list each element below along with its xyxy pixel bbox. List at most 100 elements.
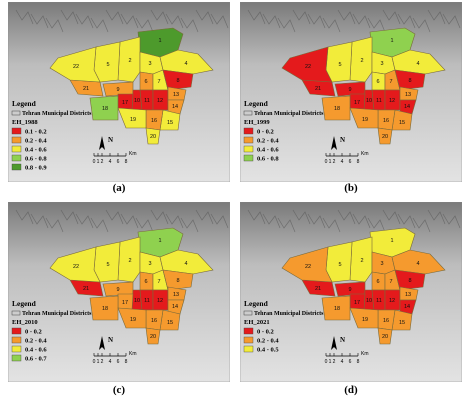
- svg-text:1: 1: [97, 159, 100, 165]
- district-22: [49, 46, 101, 83]
- svg-text:6: 6: [117, 359, 120, 365]
- terrain-ridge: [337, 209, 356, 225]
- terrain-ridge: [307, 213, 326, 229]
- terrain-ridge: [277, 17, 296, 33]
- terrain-ridge: [367, 217, 386, 233]
- scale-bar: 0 1 2 4 6 8Km: [93, 151, 137, 165]
- district-label-4: 4: [416, 261, 419, 267]
- terrain-ridge: [382, 209, 401, 225]
- district-18: [89, 295, 119, 321]
- district-20: [145, 127, 161, 145]
- svg-text:1: 1: [329, 159, 332, 165]
- legend-index-name: EH_1988: [12, 119, 38, 126]
- district-label-17: 17: [122, 100, 128, 106]
- terrain-ridge: [75, 13, 94, 29]
- terrain-ridge: [277, 217, 296, 233]
- svg-text:1: 1: [97, 359, 100, 365]
- terrain-ridge: [105, 9, 124, 25]
- terrain-ridge: [292, 9, 311, 25]
- terrain-ridge: [322, 217, 341, 233]
- legend-swatch: [11, 163, 22, 171]
- district-label-8: 8: [408, 278, 411, 284]
- district-label-11: 11: [144, 98, 150, 104]
- terrain-ridge: [90, 217, 109, 233]
- terrain-ridge: [180, 217, 199, 233]
- svg-text:0: 0: [325, 159, 328, 165]
- caption-d: (d): [344, 384, 358, 396]
- map-panel-a: 1 2 3 4 5 6 7 8 9 10 11 12 13 14 15 16 17 18 19 20 21 22 Legen…: [8, 2, 230, 182]
- legend-swatch: [243, 336, 254, 344]
- terrain-ridge: [397, 213, 416, 229]
- legend: Legend Tehran Municipal Districts EH_2021 0…: [243, 299, 324, 354]
- district-label-9: 9: [116, 287, 119, 293]
- terrain-ridge: [262, 13, 281, 29]
- terrain-ridge: [307, 13, 326, 29]
- district-label-5: 5: [338, 62, 341, 68]
- district-8: [162, 69, 194, 91]
- district-label-8: 8: [408, 78, 411, 84]
- district-label-8: 8: [176, 78, 179, 84]
- district-label-22: 22: [305, 64, 311, 70]
- terrain-ridge: [45, 17, 64, 33]
- district-label-15: 15: [167, 320, 173, 326]
- district-label-19: 19: [362, 317, 368, 323]
- district-label-10: 10: [134, 298, 140, 304]
- district-label-21: 21: [83, 86, 89, 92]
- district-label-1: 1: [390, 238, 393, 244]
- district-label-22: 22: [305, 264, 311, 270]
- terrain-ridge: [15, 9, 34, 25]
- district-20: [377, 127, 393, 145]
- district-label-6: 6: [376, 79, 379, 85]
- legend-swatch: [243, 154, 254, 162]
- legend-swatch: [11, 327, 22, 335]
- legend-swatch: [11, 127, 22, 135]
- district-label-9: 9: [348, 87, 351, 93]
- terrain-ridge: [337, 9, 356, 25]
- district-label-12: 12: [157, 98, 163, 104]
- legend-subtitle: Tehran Municipal Districts: [254, 111, 324, 117]
- legend-class-label: 0.4 - 0.6: [25, 347, 47, 354]
- terrain-ridge: [180, 17, 199, 33]
- svg-text:2: 2: [333, 359, 336, 365]
- map-panel-d: 1 2 3 4 5 6 7 8 9 10 11 12 13 14 15 16 17 18 19 20 21 22 Legen…: [240, 202, 462, 382]
- terrain-ridge: [442, 13, 461, 29]
- terrain-ridge: [30, 213, 49, 229]
- district-label-13: 13: [405, 92, 411, 98]
- terrain-ridge: [150, 209, 169, 225]
- district-label-22: 22: [73, 264, 79, 270]
- legend-title: Legend: [12, 299, 37, 308]
- district-label-18: 18: [334, 106, 340, 112]
- district-label-4: 4: [416, 61, 419, 67]
- svg-text:8: 8: [357, 359, 360, 365]
- legend-subtitle: Tehran Municipal Districts: [22, 111, 92, 117]
- district-label-13: 13: [173, 292, 179, 298]
- district-label-11: 11: [376, 298, 382, 304]
- terrain-ridge: [60, 209, 79, 225]
- district-label-5: 5: [338, 262, 341, 268]
- terrain-ridge: [60, 9, 79, 25]
- terrain-ridge: [210, 213, 229, 229]
- district-18: [321, 95, 351, 121]
- district-label-2: 2: [128, 58, 131, 64]
- district-label-14: 14: [172, 104, 178, 110]
- svg-text:Km: Km: [361, 151, 369, 157]
- terrain-ridge: [45, 217, 64, 233]
- terrain-ridge: [30, 13, 49, 29]
- district-22: [49, 246, 101, 283]
- terrain-ridge: [442, 213, 461, 229]
- district-label-7: 7: [157, 79, 160, 85]
- district-label-11: 11: [376, 98, 382, 104]
- terrain-ridge: [195, 9, 214, 25]
- terrain-ridge: [135, 17, 154, 33]
- svg-text:2: 2: [333, 159, 336, 165]
- district-label-16: 16: [383, 118, 389, 124]
- district-label-14: 14: [172, 304, 178, 310]
- terrain-ridge: [165, 213, 184, 229]
- district-label-14: 14: [404, 304, 410, 310]
- legend-subtitle: Tehran Municipal Districts: [22, 311, 92, 317]
